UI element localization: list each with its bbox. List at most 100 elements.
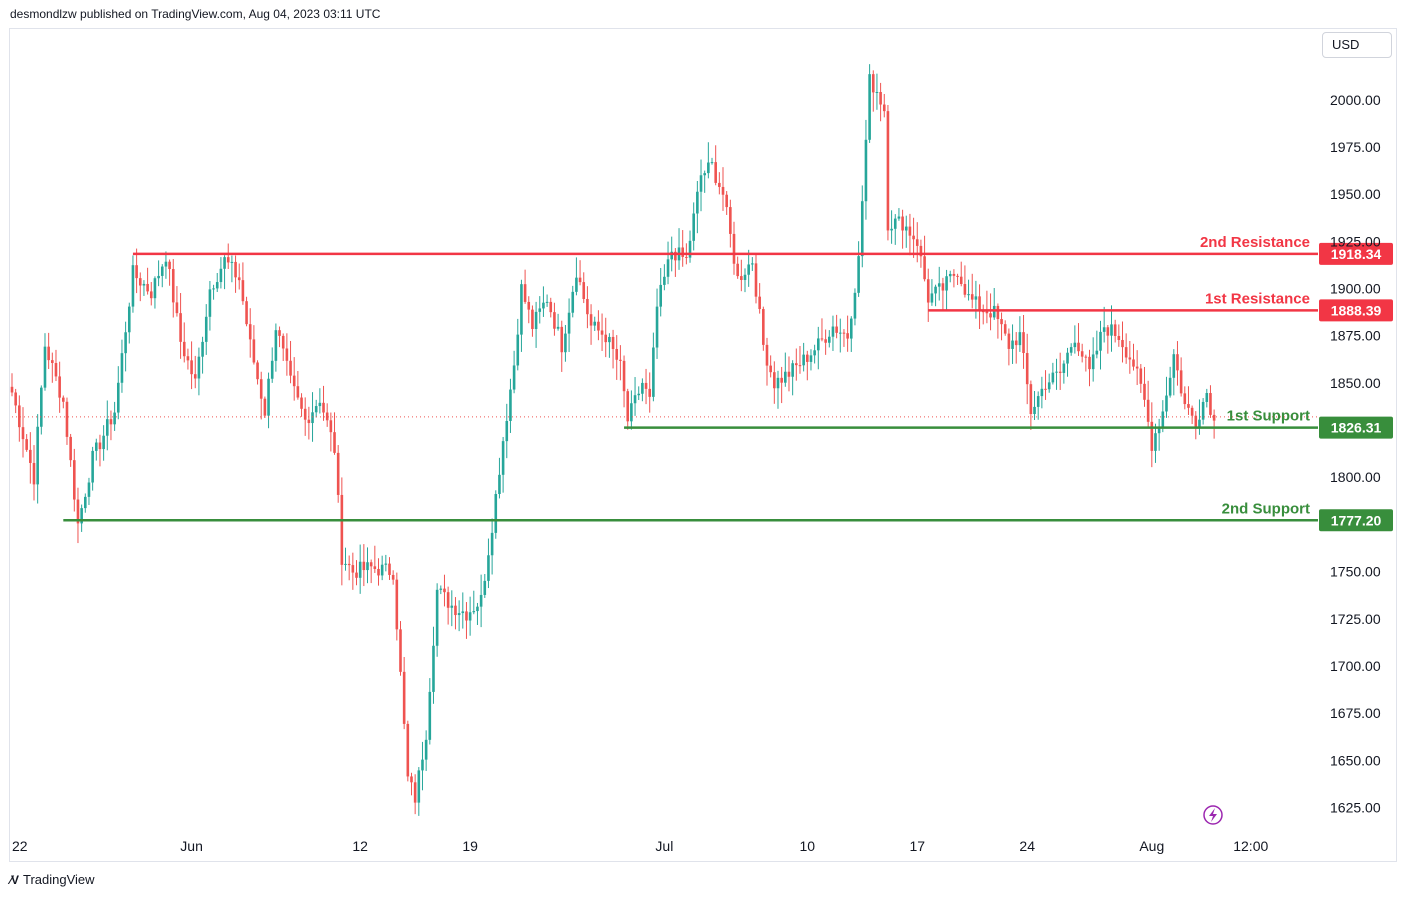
candle — [560, 320, 564, 372]
candle — [501, 436, 505, 493]
candle — [446, 586, 450, 625]
candle — [336, 445, 340, 503]
candle — [758, 283, 761, 314]
candle — [963, 265, 967, 298]
candle — [890, 210, 893, 244]
candle — [959, 261, 963, 287]
x-tick-label: 12 — [352, 838, 368, 854]
candle — [362, 544, 366, 587]
candle — [105, 400, 109, 451]
candle — [410, 772, 413, 796]
candle — [930, 279, 934, 306]
chart-frame — [9, 28, 1397, 862]
candle — [842, 329, 846, 347]
candle — [615, 335, 619, 380]
candle — [718, 172, 721, 195]
y-tick-label: 1700.00 — [1330, 658, 1381, 674]
candle — [941, 277, 945, 311]
candle — [292, 357, 296, 401]
resistance-level[interactable]: 2nd Resistance 1918.34 — [132, 234, 1393, 265]
candle — [87, 477, 91, 505]
candle — [1077, 323, 1080, 356]
candle — [47, 332, 50, 370]
candle — [1003, 320, 1007, 336]
level-name-label: 1st Resistance — [1205, 290, 1310, 307]
candle — [138, 272, 142, 302]
candle — [465, 602, 468, 639]
price-badge — [1319, 416, 1393, 439]
candle — [58, 361, 61, 413]
candle — [787, 356, 791, 392]
candle — [978, 284, 981, 330]
candle — [190, 341, 193, 390]
candle — [765, 337, 769, 386]
candle — [1157, 418, 1161, 451]
candle — [1172, 349, 1176, 396]
candle — [226, 243, 230, 270]
candle — [879, 82, 882, 122]
y-tick-label: 1850.00 — [1330, 375, 1381, 391]
candle — [1022, 315, 1025, 369]
candle — [904, 215, 908, 248]
candle — [424, 730, 428, 771]
candle — [611, 329, 615, 369]
candle — [215, 272, 219, 293]
price-badge-value: 1777.20 — [1331, 512, 1382, 528]
support-level[interactable]: 2nd Support 1777.20 — [63, 500, 1393, 532]
candle — [175, 286, 179, 317]
publisher-header: desmondlzw published on TradingView.com,… — [10, 7, 381, 21]
candle — [912, 217, 915, 258]
candle — [688, 230, 692, 263]
y-tick-label: 2000.00 — [1330, 92, 1381, 108]
candle — [1168, 366, 1172, 398]
candle — [886, 104, 890, 241]
candle — [1124, 333, 1128, 364]
candle — [674, 248, 677, 277]
level-name-label: 2nd Resistance — [1200, 234, 1310, 251]
support-level[interactable]: 1st Support 1826.31 — [624, 408, 1393, 439]
candle — [784, 352, 787, 387]
candle — [992, 288, 996, 320]
candle — [62, 395, 65, 409]
candle — [556, 313, 560, 331]
candle — [853, 288, 857, 326]
candle — [344, 547, 347, 571]
candle — [981, 304, 985, 325]
candle — [303, 397, 307, 436]
candle — [564, 324, 567, 362]
candle — [329, 412, 333, 452]
candle — [135, 248, 138, 294]
candle — [80, 504, 83, 532]
candle — [1194, 411, 1198, 440]
candle — [318, 388, 322, 414]
candle — [827, 330, 831, 348]
candle — [399, 621, 402, 676]
candle — [76, 487, 80, 544]
candle — [589, 304, 593, 345]
candle — [483, 574, 487, 598]
resistance-level[interactable]: 1st Resistance 1888.39 — [928, 290, 1393, 322]
candle — [593, 316, 597, 331]
candle — [681, 230, 684, 267]
candle — [160, 264, 164, 288]
candle — [417, 767, 421, 816]
candle — [476, 602, 479, 625]
candle — [1095, 330, 1099, 359]
candle — [531, 305, 534, 337]
candle — [245, 296, 248, 327]
candle — [69, 433, 72, 467]
lightning-icon[interactable] — [1203, 805, 1223, 825]
y-tick-label: 1975.00 — [1330, 139, 1381, 155]
candle — [457, 600, 461, 632]
candle — [285, 333, 289, 376]
candle — [149, 282, 153, 306]
candle — [116, 366, 120, 420]
candle — [882, 93, 886, 118]
candle — [391, 570, 395, 585]
currency-selector[interactable]: USD — [1322, 32, 1392, 58]
price-badge-value: 1826.31 — [1331, 420, 1382, 436]
candle — [1000, 312, 1003, 341]
candle — [934, 284, 937, 307]
candle — [901, 209, 904, 249]
